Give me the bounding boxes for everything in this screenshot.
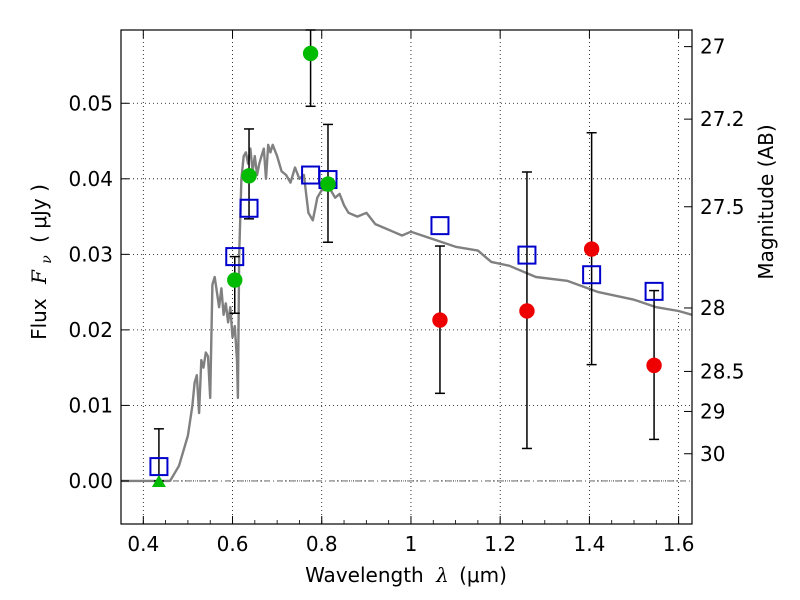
detection-marker: [646, 357, 662, 374]
y-tick-label: 0.04: [68, 167, 113, 191]
detection-marker: [583, 241, 600, 257]
data-markers: [149, 45, 664, 487]
x-tick-label: 1: [405, 532, 418, 556]
detection-marker: [241, 168, 257, 184]
detection-marker: [432, 312, 448, 328]
detection-marker: [227, 272, 243, 288]
y-tick-label: 0.03: [68, 242, 113, 266]
x-tick-label: 1.2: [484, 532, 516, 556]
x-tick-label: 0.6: [217, 532, 249, 556]
y-tick-label: 0.00: [68, 469, 113, 493]
model-sed-curve: [121, 143, 693, 483]
grid: [121, 30, 692, 524]
y-tick-label: 0.05: [68, 91, 113, 115]
x-tick-label: 1.4: [573, 532, 605, 556]
upper-limit-marker: [151, 474, 166, 487]
model-photometry-marker: [430, 216, 450, 236]
x-axis-label-symbol: λ: [435, 563, 449, 587]
y-axis-label-text: Flux: [27, 298, 51, 340]
error-bars: [153, 29, 660, 482]
ticks: 0.4 0.6 0.8 1 1.2 1.4 1.6 0.00 0.01 0.02 0.03 0.04 0…: [68, 30, 745, 556]
detection-marker: [320, 176, 336, 192]
y-axis-label: Flux F ν ( μJy ): [27, 184, 56, 340]
model-photometry-marker: [644, 281, 664, 301]
mag-tick-label: 28.5: [700, 359, 745, 383]
mag-tick-label: 27.2: [700, 107, 745, 131]
mag-tick-label: 27: [700, 35, 725, 59]
y-axis-label-unit: ( μJy ): [27, 184, 51, 243]
x-axis-label-text: Wavelength: [305, 563, 424, 587]
model-photometry-marker: [517, 245, 537, 265]
y-tick-label: 0.01: [68, 393, 113, 417]
mag-tick-label: 29: [700, 399, 725, 423]
y-axis-label-sub: ν: [39, 255, 55, 264]
mag-tick-label: 30: [700, 442, 725, 466]
x-axis-label-unit: (μm): [459, 563, 507, 587]
x-tick-label: 1.6: [663, 532, 695, 556]
x-tick-label: 0.4: [127, 532, 159, 556]
x-tick-label: 0.8: [306, 532, 338, 556]
mag-tick-label: 28: [700, 296, 725, 320]
x-axis-label: Wavelength λ (μm): [305, 563, 507, 587]
y-tick-label: 0.02: [68, 318, 113, 342]
model-sed-layer: [121, 143, 693, 483]
plot-frame: [120, 29, 693, 525]
y-axis-label-symbol: F: [27, 269, 51, 285]
model-photometry-marker: [239, 198, 259, 218]
detection-marker: [302, 45, 319, 62]
model-photometry-marker: [582, 265, 602, 285]
model-photometry-marker: [225, 247, 245, 267]
mag-tick-label: 27.5: [700, 195, 745, 219]
y2-axis-label: Magnitude (AB): [754, 124, 778, 279]
detection-marker: [519, 303, 535, 319]
